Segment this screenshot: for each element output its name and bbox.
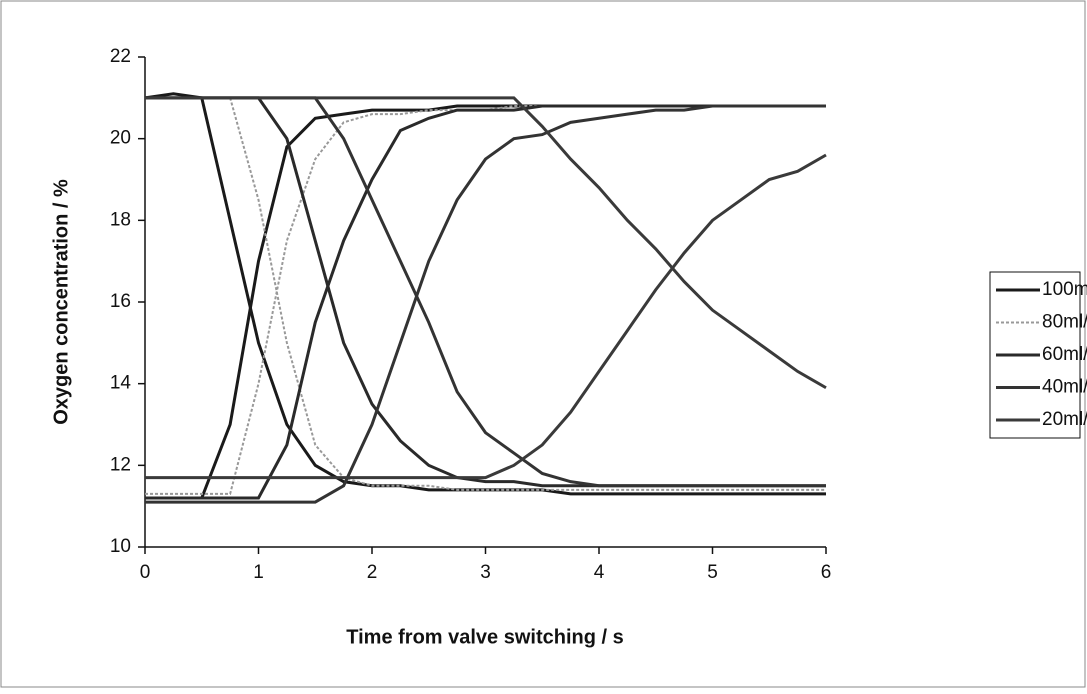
y-tick-label: 14	[110, 373, 132, 394]
y-tick-label: 16	[110, 291, 131, 312]
x-tick-label: 1	[253, 562, 264, 583]
line	[145, 104, 826, 504]
y-tick-label: 12	[110, 454, 131, 475]
legend-label: 20ml/min	[1042, 409, 1087, 430]
y-tick-label: 22	[110, 46, 131, 67]
y-tick-label: 18	[110, 209, 131, 230]
y-tick-label: 10	[110, 536, 131, 557]
y-axis-label: Oxygen concentration / %	[50, 179, 72, 425]
line	[144, 92, 826, 496]
y-tick-label: 20	[110, 128, 131, 149]
x-axis-label: Time from valve switching / s	[346, 626, 624, 648]
x-tick-label: 3	[480, 562, 491, 583]
line	[145, 153, 827, 480]
legend-label: 80ml/min	[1042, 312, 1087, 333]
legend-label: 40ml/min	[1042, 377, 1087, 398]
x-tick-label: 5	[707, 562, 718, 583]
x-tick-label: 6	[821, 562, 832, 583]
legend-label: 60ml/min	[1042, 344, 1087, 365]
line	[145, 96, 827, 390]
line	[145, 96, 826, 491]
line	[145, 104, 826, 500]
legend-label: 100ml/min	[1042, 279, 1087, 300]
x-tick-label: 2	[367, 562, 378, 583]
line	[145, 104, 826, 500]
x-tick-label: 4	[594, 562, 605, 583]
x-tick-label: 0	[140, 562, 151, 583]
